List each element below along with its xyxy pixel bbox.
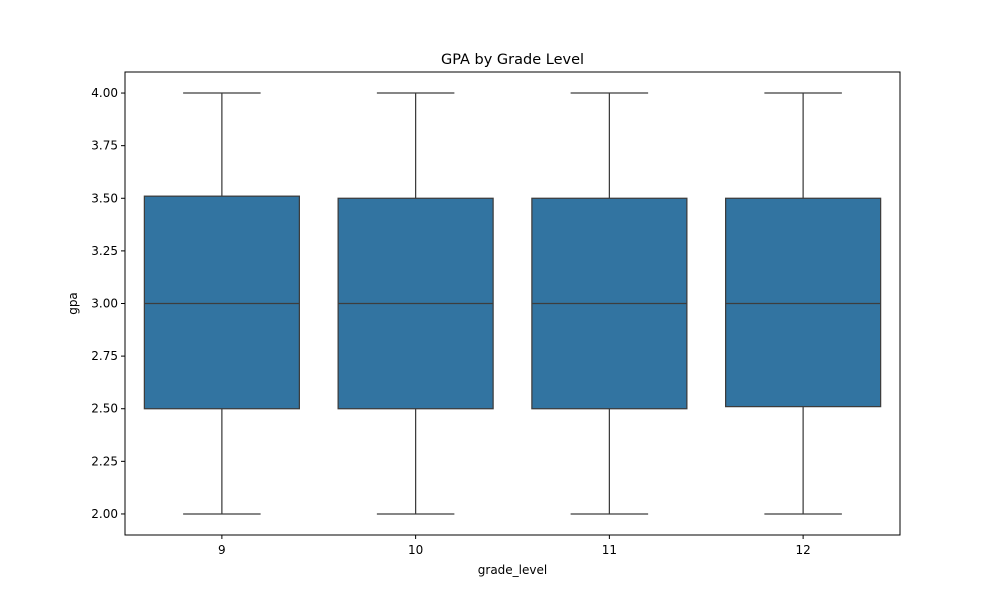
y-tick-label: 2.75: [91, 349, 118, 363]
plot-area: [143, 92, 882, 515]
box-group-11: [531, 92, 688, 515]
box-group-12: [725, 92, 882, 515]
box: [725, 197, 882, 408]
y-tick-label: 3.00: [91, 297, 118, 311]
y-tick-label: 2.50: [91, 402, 118, 416]
chart-title: GPA by Grade Level: [441, 52, 584, 68]
y-axis-label: gpa: [66, 292, 80, 315]
y-tick-label: 3.25: [91, 244, 118, 258]
x-axis-label: grade_level: [478, 563, 547, 577]
y-tick-label: 3.50: [91, 191, 118, 205]
y-tick-label: 2.00: [91, 507, 118, 521]
x-tick-label: 9: [218, 543, 226, 557]
box-group-10: [337, 92, 494, 515]
y-tick-label: 2.25: [91, 454, 118, 468]
x-axis: 9 10 11 12: [218, 535, 811, 557]
x-tick-label: 11: [602, 543, 617, 557]
box: [143, 195, 300, 410]
box-group-9: [143, 92, 300, 515]
y-axis: 2.00 2.25 2.50 2.75 3.00 3.25 3.50 3.75 4.00: [91, 86, 125, 521]
y-tick-label: 3.75: [91, 139, 118, 153]
x-tick-label: 12: [795, 543, 810, 557]
y-tick-label: 4.00: [91, 86, 118, 100]
x-tick-label: 10: [408, 543, 423, 557]
